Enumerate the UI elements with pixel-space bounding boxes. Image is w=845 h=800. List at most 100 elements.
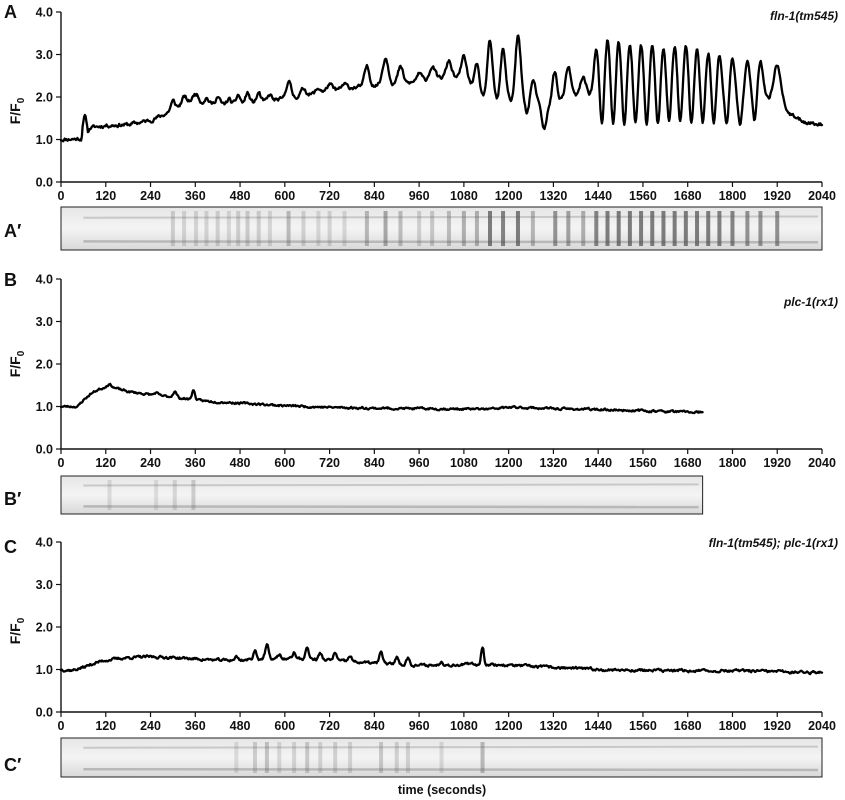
- x-tick-label: 720: [319, 456, 340, 470]
- y-axis-c: 0.0 1.0 2.0 3.0 4.0: [36, 536, 62, 720]
- x-tick-label: 960: [409, 189, 430, 203]
- kymograph-striation: [417, 211, 422, 246]
- y-axis-a: 0.0 1.0 2.0 3.0 4.0: [36, 6, 62, 190]
- kymograph-striation: [581, 211, 586, 246]
- genotype-label-c: fln-1(tm545); plc-1(rx1): [709, 536, 838, 550]
- kymograph-striation: [245, 211, 250, 246]
- x-tick-label: 1320: [540, 719, 568, 733]
- x-tick-label: 840: [364, 456, 385, 470]
- kymograph-striation: [616, 211, 621, 246]
- kymograph-striation: [318, 742, 323, 773]
- panel-c: C fln-1(tm545); plc-1(rx1) F/F0 0.0 1.0 2.…: [4, 536, 838, 778]
- kymograph-striation: [194, 211, 199, 246]
- genotype-label-a: fln-1(tm545): [770, 9, 838, 23]
- x-tick-label: 1680: [674, 719, 702, 733]
- kymograph-striation: [383, 211, 388, 246]
- kymograph-striation: [292, 742, 297, 773]
- x-tick-label: 120: [95, 719, 116, 733]
- x-tick-label: 1800: [719, 456, 747, 470]
- x-tick-label: 1560: [629, 456, 657, 470]
- y-tick-label: 3.0: [36, 578, 53, 592]
- x-axis-b: 0 120 240 360 480 600 720 840 960 1080 1200 1320 144…: [58, 448, 836, 470]
- x-tick-label: 120: [95, 456, 116, 470]
- kymograph-striation: [301, 211, 306, 246]
- y-axis-label-c: F/F0: [7, 617, 27, 644]
- kymograph-band: [83, 483, 699, 487]
- x-tick-label: 1080: [450, 189, 478, 203]
- y-tick-label: 1.0: [36, 400, 53, 414]
- trace-line-b: [59, 382, 704, 415]
- kymograph-striation: [758, 211, 763, 246]
- x-tick-label: 600: [274, 189, 295, 203]
- y-tick-label: 3.0: [36, 48, 53, 62]
- x-tick-label: 840: [364, 189, 385, 203]
- kymograph-striation: [487, 211, 492, 246]
- kymograph-striation: [566, 211, 571, 246]
- kymograph-striation: [775, 211, 780, 246]
- kymograph-striation: [515, 211, 520, 246]
- x-tick-label: 1800: [719, 189, 747, 203]
- kymograph-striation: [672, 211, 677, 246]
- kymograph-a: [60, 206, 823, 251]
- x-tick-label: 1320: [540, 456, 568, 470]
- x-tick-label: 120: [95, 189, 116, 203]
- x-tick-label: 240: [140, 189, 161, 203]
- kymograph-striation: [405, 742, 410, 773]
- kymograph-striation: [446, 211, 451, 246]
- kymograph-striation: [394, 742, 399, 773]
- x-tick-label: 840: [364, 719, 385, 733]
- kymograph-striation: [170, 211, 175, 246]
- y-tick-label: 4.0: [36, 273, 53, 287]
- kymograph-striation: [461, 211, 466, 246]
- kymograph-striation: [333, 742, 338, 773]
- kymograph-striation: [650, 211, 655, 246]
- kymograph-striation: [379, 742, 384, 773]
- kymograph-striation: [501, 211, 506, 246]
- kymograph-striation: [305, 742, 310, 773]
- x-tick-label: 960: [409, 456, 430, 470]
- x-tick-label: 2040: [808, 456, 836, 470]
- y-tick-label: 0.0: [36, 176, 53, 190]
- kymograph-band: [83, 505, 699, 509]
- x-tick-label: 1320: [540, 189, 568, 203]
- x-tick-label: 960: [409, 719, 430, 733]
- kymograph-striation: [530, 211, 535, 246]
- y-tick-label: 2.0: [36, 358, 53, 372]
- kymograph-striation: [277, 742, 282, 773]
- x-tick-label: 360: [185, 456, 206, 470]
- y-tick-label: 3.0: [36, 315, 53, 329]
- y-axis-label-b: F/F0: [7, 350, 27, 377]
- y-tick-label: 0.0: [36, 443, 53, 457]
- kymograph-letter-a: A′: [4, 221, 21, 241]
- x-tick-label: 1560: [629, 719, 657, 733]
- x-tick-label: 1200: [495, 719, 523, 733]
- kymograph-striation: [683, 211, 688, 246]
- kymograph-band: [83, 745, 819, 749]
- kymograph-striation: [264, 742, 269, 773]
- x-tick-label: 1920: [763, 719, 791, 733]
- kymograph-c: [60, 737, 823, 778]
- panel-letter-b: B: [4, 270, 17, 290]
- kymograph-striation: [252, 742, 257, 773]
- x-tick-label: 1080: [450, 456, 478, 470]
- kymograph-striation: [204, 211, 209, 246]
- x-tick-label: 1440: [584, 719, 612, 733]
- kymograph-striation: [267, 211, 272, 246]
- genotype-label-b: plc-1(rx1): [783, 295, 838, 309]
- kymograph-letter-b: B′: [4, 489, 21, 509]
- x-tick-label: 0: [58, 189, 65, 203]
- kymograph-striation: [480, 742, 485, 773]
- kymograph-striation: [172, 480, 177, 510]
- x-tick-label: 1680: [674, 189, 702, 203]
- kymograph-striation: [627, 211, 632, 246]
- y-tick-label: 1.0: [36, 663, 53, 677]
- kymograph-striation: [327, 211, 332, 246]
- kymograph-striation: [286, 211, 291, 246]
- kymograph-striation: [398, 211, 403, 246]
- kymograph-striation: [342, 211, 347, 246]
- kymograph-striation: [695, 211, 700, 246]
- kymograph-striation: [730, 211, 735, 246]
- kymograph-striation: [430, 211, 435, 246]
- trace-line-a: [59, 34, 824, 143]
- kymograph-letter-c: C′: [4, 755, 21, 775]
